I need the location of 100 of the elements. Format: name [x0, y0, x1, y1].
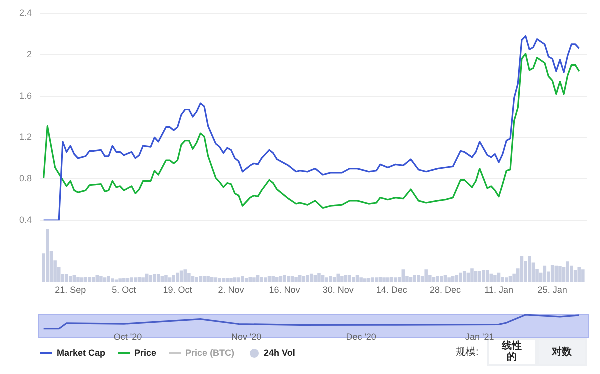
bar	[371, 278, 374, 282]
bar	[230, 278, 233, 282]
bar	[329, 276, 332, 282]
bar	[80, 278, 84, 282]
y-tick-label: 2	[26, 49, 32, 60]
bar	[364, 278, 367, 282]
bar	[142, 278, 145, 282]
x-tick-label: 19. Oct	[163, 285, 193, 296]
bar	[382, 278, 386, 282]
bar	[96, 275, 100, 282]
legend-label: 24h Vol	[264, 348, 296, 358]
bar	[130, 278, 134, 282]
bar	[222, 278, 226, 282]
bar	[459, 272, 462, 282]
bar	[494, 274, 497, 282]
bar	[76, 277, 80, 282]
bar	[206, 276, 210, 282]
bar	[390, 277, 394, 282]
bar	[520, 256, 524, 282]
bar	[114, 280, 118, 282]
bar	[287, 276, 290, 282]
bar	[138, 277, 142, 282]
bar	[103, 278, 107, 282]
bar	[92, 277, 96, 282]
bar	[528, 256, 532, 282]
text: 线性的	[502, 341, 522, 363]
x-tick-label: 2. Nov	[218, 285, 245, 296]
bar	[88, 277, 92, 282]
bar	[501, 277, 504, 282]
bar	[432, 277, 436, 282]
bar	[84, 277, 88, 282]
bar	[294, 277, 298, 282]
bar	[107, 276, 110, 282]
bar	[543, 266, 547, 282]
bar	[264, 278, 268, 282]
y-tick-label: 1.2	[19, 132, 32, 142]
bar	[570, 266, 574, 282]
bar	[100, 276, 103, 282]
bar	[252, 278, 256, 282]
bar	[226, 278, 230, 282]
bar	[168, 278, 172, 282]
bar	[486, 270, 490, 282]
x-tick-label: Nov '20	[231, 332, 262, 342]
bar	[413, 275, 416, 282]
bar	[505, 278, 508, 282]
bar	[188, 273, 191, 282]
text: 对数	[536, 338, 587, 366]
bar	[582, 270, 585, 282]
bar	[332, 277, 336, 282]
bar	[490, 274, 493, 282]
x-tick-label: Jan '21	[466, 332, 494, 342]
bar	[126, 278, 130, 282]
bar	[360, 278, 363, 282]
x-tick-label: Oct '20	[114, 332, 142, 342]
bar	[574, 270, 578, 282]
bar	[318, 273, 321, 282]
x-tick-label: 11. Jan	[484, 285, 514, 296]
bar	[436, 276, 440, 282]
bar	[482, 270, 486, 282]
legend-label: Price (BTC)	[186, 348, 235, 358]
x-tick-label: 30. Nov	[322, 285, 354, 296]
legend-label: Market Cap	[57, 348, 106, 358]
bar	[417, 275, 420, 282]
bar	[554, 266, 558, 282]
x-tick-label: Dec '20	[346, 332, 376, 342]
bar	[65, 274, 68, 282]
bar	[386, 278, 390, 282]
bar	[352, 277, 356, 282]
bar	[233, 278, 237, 282]
bar	[462, 271, 466, 282]
bar	[367, 278, 371, 282]
bar	[214, 278, 218, 282]
bar	[470, 268, 474, 282]
x-tick-label: 25. Jan	[538, 285, 568, 296]
x-tick-label: 14. Dec	[376, 285, 408, 296]
bar	[184, 270, 187, 282]
y-tick-label: 1.6	[19, 90, 32, 101]
y-tick-label: 0.8	[19, 174, 32, 184]
bar	[550, 265, 554, 282]
x-tick-label: 16. Nov	[269, 285, 301, 296]
x-tick-label: 21. Sep	[55, 285, 86, 296]
x-tick-label: 5. Oct	[112, 285, 137, 296]
bar	[272, 276, 275, 282]
bar	[134, 278, 138, 282]
bar	[558, 266, 562, 282]
bar	[348, 274, 352, 282]
bar	[478, 271, 482, 282]
bar	[374, 278, 378, 282]
bar	[244, 278, 248, 282]
bar	[118, 278, 122, 282]
bar	[241, 276, 244, 282]
bar	[402, 270, 406, 282]
bar	[153, 274, 156, 282]
bar	[448, 278, 451, 282]
bar	[424, 270, 428, 282]
bar	[195, 277, 198, 282]
bar	[566, 262, 570, 282]
text: 规模:	[456, 346, 479, 359]
bar	[378, 277, 382, 282]
bar	[394, 278, 398, 282]
